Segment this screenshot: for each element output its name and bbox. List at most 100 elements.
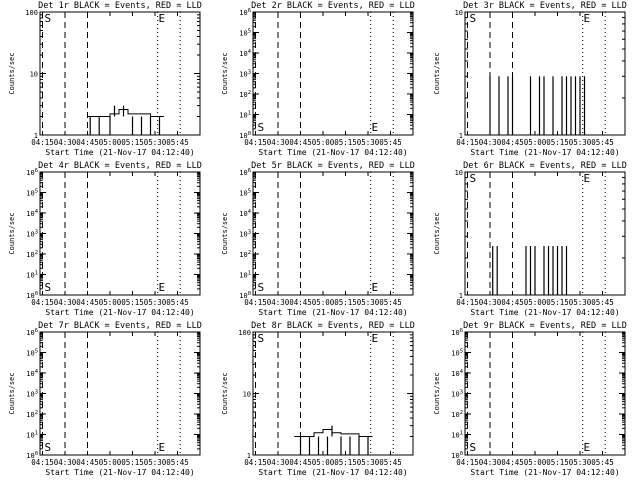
x-tick-label: 05:15 bbox=[546, 138, 569, 147]
y-tick-label: 104 bbox=[26, 369, 38, 378]
y-tick-label: 102 bbox=[26, 250, 38, 259]
x-tick-label: 04:45 bbox=[289, 458, 312, 467]
y-axis-label: Counts/sec bbox=[8, 372, 16, 414]
x-tick-label: 05:30 bbox=[144, 298, 167, 307]
x-tick-label: 04:45 bbox=[501, 298, 524, 307]
x-tick-label: 05:30 bbox=[357, 138, 380, 147]
plot-frame bbox=[464, 11, 626, 136]
x-tick-label: 05:15 bbox=[121, 138, 144, 147]
y-tick-label: 101 bbox=[451, 431, 463, 440]
panel-title: Det 8r BLACK = Events, RED = LLD bbox=[251, 321, 415, 331]
x-tick-label: 05:00 bbox=[312, 458, 335, 467]
x-tick-label: 04:15 bbox=[244, 138, 267, 147]
start-marker-label: S bbox=[470, 172, 477, 185]
y-tick-label: 103 bbox=[26, 390, 38, 399]
plot-frame bbox=[39, 171, 201, 296]
y-tick-label: 100 bbox=[238, 329, 251, 337]
x-tick-label: 04:45 bbox=[76, 298, 99, 307]
end-marker-label: E bbox=[584, 12, 591, 25]
x-tick-label: 05:15 bbox=[334, 298, 357, 307]
y-tick-label: 104 bbox=[26, 209, 38, 218]
y-tick-label: 100 bbox=[25, 9, 38, 17]
y-tick-label: 10 bbox=[455, 9, 463, 17]
x-tick-label: 04:30 bbox=[267, 298, 290, 307]
x-tick-label: 04:45 bbox=[76, 458, 99, 467]
x-tick-label: 04:15 bbox=[456, 138, 479, 147]
y-axis-label: Counts/sec bbox=[433, 52, 441, 94]
event-rate-line bbox=[294, 429, 373, 437]
x-tick-label: 04:30 bbox=[267, 458, 290, 467]
x-tick-label: 05:15 bbox=[334, 458, 357, 467]
y-tick-label: 100 bbox=[26, 451, 38, 460]
y-tick-label: 100 bbox=[239, 291, 251, 300]
y-tick-label: 10 bbox=[243, 391, 251, 399]
y-tick-label: 102 bbox=[26, 410, 38, 419]
x-tick-label: 05:15 bbox=[546, 458, 569, 467]
y-tick-label: 103 bbox=[239, 70, 251, 79]
x-tick-label: 04:30 bbox=[54, 298, 77, 307]
y-tick-label: 1 bbox=[459, 292, 463, 300]
x-tick-label: 05:45 bbox=[591, 298, 614, 307]
x-tick-label: 05:15 bbox=[121, 458, 144, 467]
y-tick-label: 105 bbox=[451, 349, 463, 358]
y-tick-label: 100 bbox=[451, 451, 463, 460]
end-marker-label: E bbox=[584, 441, 591, 454]
x-tick-label: 04:15 bbox=[31, 138, 54, 147]
plot-frame bbox=[252, 171, 414, 296]
panel-title: Det 3r BLACK = Events, RED = LLD bbox=[463, 1, 627, 11]
y-axis-label: Counts/sec bbox=[433, 212, 441, 254]
x-tick-label: 04:30 bbox=[54, 138, 77, 147]
x-tick-label: 05:00 bbox=[524, 298, 547, 307]
y-tick-label: 106 bbox=[239, 168, 251, 177]
x-tick-label: 04:45 bbox=[289, 138, 312, 147]
x-axis-label: Start Time (21-Nov-17 04:12:40) bbox=[45, 468, 194, 477]
y-axis-label: Counts/sec bbox=[221, 372, 229, 414]
x-tick-label: 05:15 bbox=[334, 138, 357, 147]
panel-det-4: Det 4r BLACK = Events, RED = LLD Counts/s… bbox=[8, 161, 202, 317]
x-tick-label: 05:45 bbox=[379, 458, 402, 467]
x-tick-label: 04:15 bbox=[244, 298, 267, 307]
x-tick-label: 05:00 bbox=[99, 138, 122, 147]
x-tick-label: 05:00 bbox=[524, 458, 547, 467]
x-tick-label: 04:30 bbox=[479, 298, 502, 307]
x-tick-label: 05:00 bbox=[99, 298, 122, 307]
x-axis-label: Start Time (21-Nov-17 04:12:40) bbox=[258, 148, 407, 157]
end-marker-label: E bbox=[159, 441, 166, 454]
start-marker-label: S bbox=[470, 12, 477, 25]
panel-title: Det 2r BLACK = Events, RED = LLD bbox=[251, 1, 415, 11]
y-tick-label: 100 bbox=[26, 291, 38, 300]
end-marker-label: E bbox=[159, 12, 166, 25]
y-axis-label: Counts/sec bbox=[221, 212, 229, 254]
y-tick-label: 104 bbox=[451, 369, 463, 378]
plot-frame bbox=[464, 171, 626, 296]
x-tick-label: 05:30 bbox=[569, 458, 592, 467]
x-tick-label: 04:45 bbox=[289, 298, 312, 307]
x-tick-label: 05:15 bbox=[121, 298, 144, 307]
panel-det-6: Det 6r BLACK = Events, RED = LLD Counts/s… bbox=[433, 161, 627, 317]
panel-title: Det 1r BLACK = Events, RED = LLD bbox=[38, 1, 202, 11]
panel-det-5: Det 5r BLACK = Events, RED = LLD Counts/s… bbox=[221, 161, 415, 317]
x-tick-label: 05:45 bbox=[166, 138, 189, 147]
panel-title: Det 9r BLACK = Events, RED = LLD bbox=[463, 321, 627, 331]
x-tick-label: 05:00 bbox=[524, 138, 547, 147]
y-tick-label: 1 bbox=[459, 132, 463, 140]
start-marker-label: S bbox=[45, 441, 52, 454]
y-axis-label: Counts/sec bbox=[433, 372, 441, 414]
x-tick-label: 04:45 bbox=[501, 138, 524, 147]
x-tick-label: 05:00 bbox=[312, 298, 335, 307]
x-axis-label: Start Time (21-Nov-17 04:12:40) bbox=[470, 468, 619, 477]
y-tick-label: 102 bbox=[239, 250, 251, 259]
y-tick-label: 103 bbox=[26, 230, 38, 239]
start-marker-label: S bbox=[470, 441, 477, 454]
y-tick-label: 10 bbox=[30, 71, 38, 79]
y-tick-label: 101 bbox=[239, 271, 251, 280]
x-tick-label: 04:30 bbox=[54, 458, 77, 467]
start-marker-label: S bbox=[258, 121, 265, 134]
y-tick-label: 106 bbox=[26, 168, 38, 177]
x-tick-label: 05:00 bbox=[312, 138, 335, 147]
x-tick-label: 04:45 bbox=[501, 458, 524, 467]
y-tick-label: 102 bbox=[239, 90, 251, 99]
x-tick-label: 04:30 bbox=[479, 138, 502, 147]
x-tick-label: 05:15 bbox=[546, 298, 569, 307]
x-axis-label: Start Time (21-Nov-17 04:12:40) bbox=[45, 308, 194, 317]
